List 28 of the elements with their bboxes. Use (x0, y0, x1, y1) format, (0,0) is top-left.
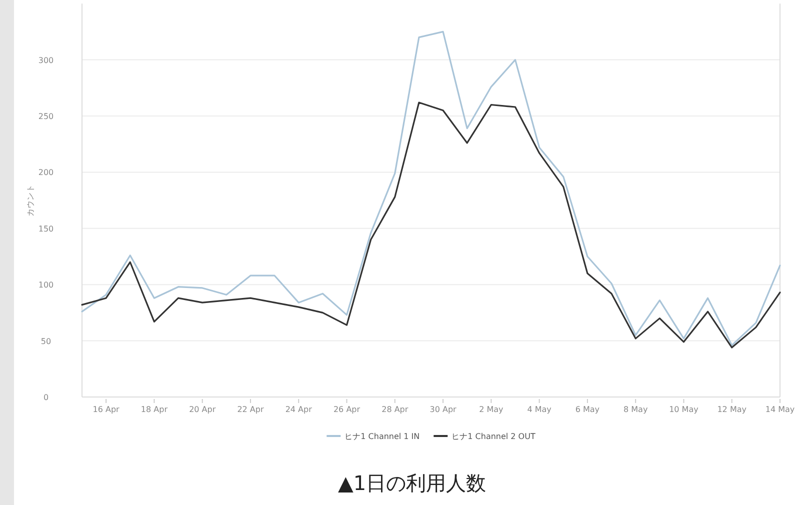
legend-label: ヒナ1 Channel 1 IN (344, 432, 420, 441)
x-tick-label: 20 Apr (189, 405, 216, 414)
y-axis-title: カウント (26, 184, 35, 216)
x-tick-label: 18 Apr (140, 405, 168, 414)
x-tick-label: 8 May (624, 405, 648, 414)
x-tick-label: 6 May (575, 405, 600, 414)
x-tick-label: 16 Apr (92, 405, 120, 414)
x-tick-label: 14 May (765, 405, 795, 414)
x-tick-label: 28 Apr (382, 405, 409, 414)
legend-label: ヒナ1 Channel 2 OUT (452, 432, 536, 441)
x-tick-label: 4 May (527, 405, 552, 414)
x-tick-label: 10 May (669, 405, 699, 414)
y-tick-label: 50 (40, 336, 52, 346)
text: ▲1日の利用人数 (338, 471, 486, 495)
line-series (81, 30, 781, 346)
x-tick-label: 12 May (717, 405, 747, 414)
y-tick-label: 150 (38, 224, 54, 234)
x-tick-label: 22 Apr (237, 405, 264, 414)
y-tick-label: 300 (38, 56, 54, 65)
x-tick-label: 2 May (479, 405, 504, 414)
y-tick-label: 250 (38, 112, 54, 121)
x-tick-label: 30 Apr (430, 405, 458, 414)
line-series (81, 102, 781, 348)
y-tick-label: 200 (38, 168, 54, 178)
y-tick-label: 0 (43, 393, 49, 402)
x-tick-label: 24 Apr (285, 405, 313, 414)
y-tick-label: 100 (38, 280, 54, 290)
x-tick-label: 26 Apr (333, 405, 361, 414)
